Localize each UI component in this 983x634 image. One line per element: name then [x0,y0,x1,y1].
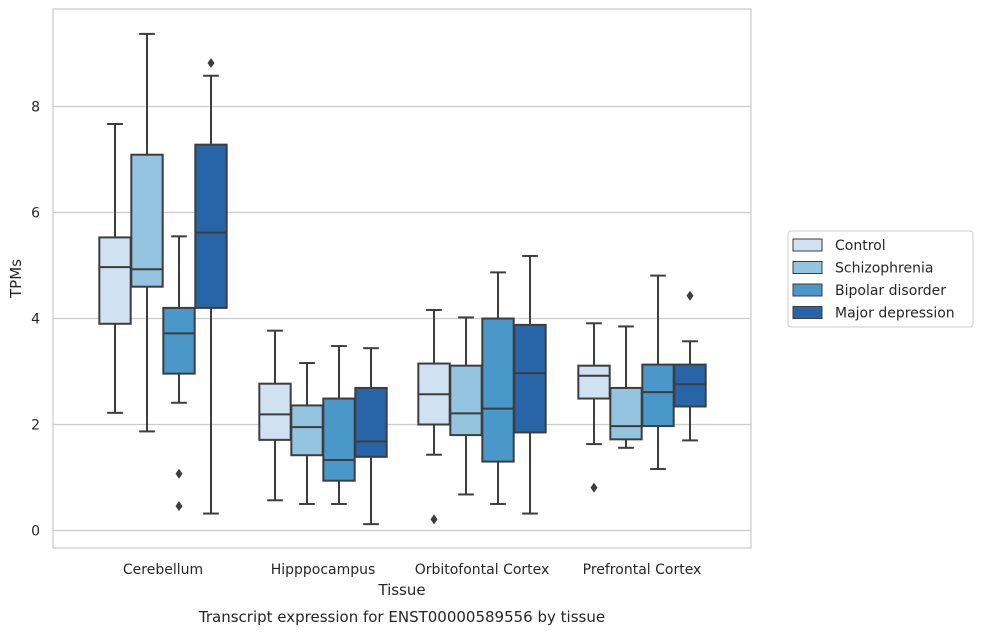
outlier-point [590,482,598,493]
outlier-point [175,501,183,512]
legend-label-3: Bipolar disorder [835,283,946,299]
box-body [290,404,324,457]
legend-swatch-1 [792,238,823,252]
x-tick-label-4: Prefrontal Cortex [583,562,702,578]
y-tick-label-8: 8 [31,100,40,116]
box-body [481,317,515,463]
box-3-4 [641,274,675,471]
plot-frame [52,8,752,549]
plot-background [53,9,751,548]
y-axis-title: TPMs [7,259,25,299]
legend-swatch-2 [792,261,823,274]
box-4-1 [194,58,228,515]
box-4-2 [354,347,388,526]
box-2-3 [449,316,483,496]
box-4-3 [513,254,547,515]
legend-label-1: Control [835,238,886,254]
legend-frame [787,230,974,328]
box-3-3 [481,271,515,505]
x-tick-label-1: Cerebellum [123,562,203,578]
box-4-4 [673,290,707,442]
box-series [98,32,707,526]
outlier-point [686,290,694,301]
y-tick-label-0: 0 [31,524,40,540]
y-tick-label-2: 2 [31,418,40,434]
legend-swatch-3 [792,283,823,297]
legend: Control Schizophrenia Bipolar disorder Majo… [787,230,974,328]
box-body [98,236,132,325]
box-1-3 [417,309,451,525]
y-axis-ticks: 0 2 4 6 8 [31,100,40,540]
legend-label-2: Schizophrenia [835,261,933,277]
box-3-1 [162,235,196,512]
box-body [354,386,388,458]
box-body [258,382,292,441]
legend-label-4: Major depression [835,306,955,322]
chart-caption: Transcript expression for ENST0000058955… [198,608,605,626]
box-body [609,386,643,441]
box-body [513,323,547,434]
box-2-2 [290,362,324,505]
x-axis-ticks: Cerebellum Hipppocampus Orbitofontal Corte… [123,562,701,578]
box-1-2 [258,329,292,502]
legend-swatch-4 [792,306,823,319]
box-3-2 [322,345,356,505]
box-body [130,153,164,288]
outlier-point [175,468,183,479]
box-1-1 [98,122,132,414]
x-axis-title: Tissue [377,581,425,599]
y-tick-label-6: 6 [31,206,40,222]
box-body [194,143,228,309]
box-body [673,363,707,408]
y-tick-label-4: 4 [31,312,40,328]
box-2-1 [130,32,164,433]
x-tick-label-3: Orbitofontal Cortex [415,562,550,578]
box-body [449,364,483,437]
x-tick-label-2: Hipppocampus [271,562,376,578]
outlier-point [207,58,215,69]
box-body [577,364,611,400]
box-1-4 [577,322,611,493]
box-body [322,397,356,482]
box-body [641,363,675,428]
box-body [162,306,196,375]
outlier-point [430,514,438,525]
